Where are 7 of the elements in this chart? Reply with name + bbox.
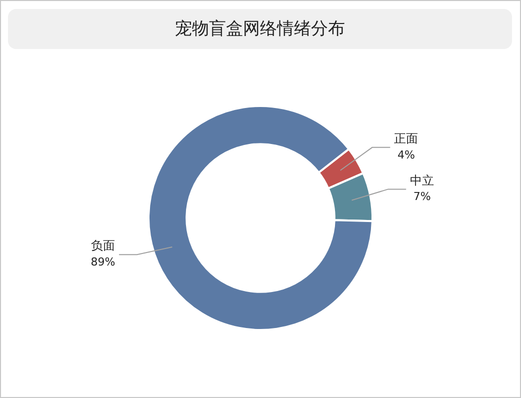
data-label: 7%: [413, 190, 431, 204]
slice-label: 中立: [410, 173, 434, 188]
data-label: 89%: [90, 255, 116, 268]
slice-label: 正面: [394, 132, 418, 146]
chart-title: 宠物盲盒网络情绪分布: [8, 9, 512, 49]
data-label: 4%: [397, 148, 415, 162]
slice-label: 负面: [91, 238, 116, 253]
